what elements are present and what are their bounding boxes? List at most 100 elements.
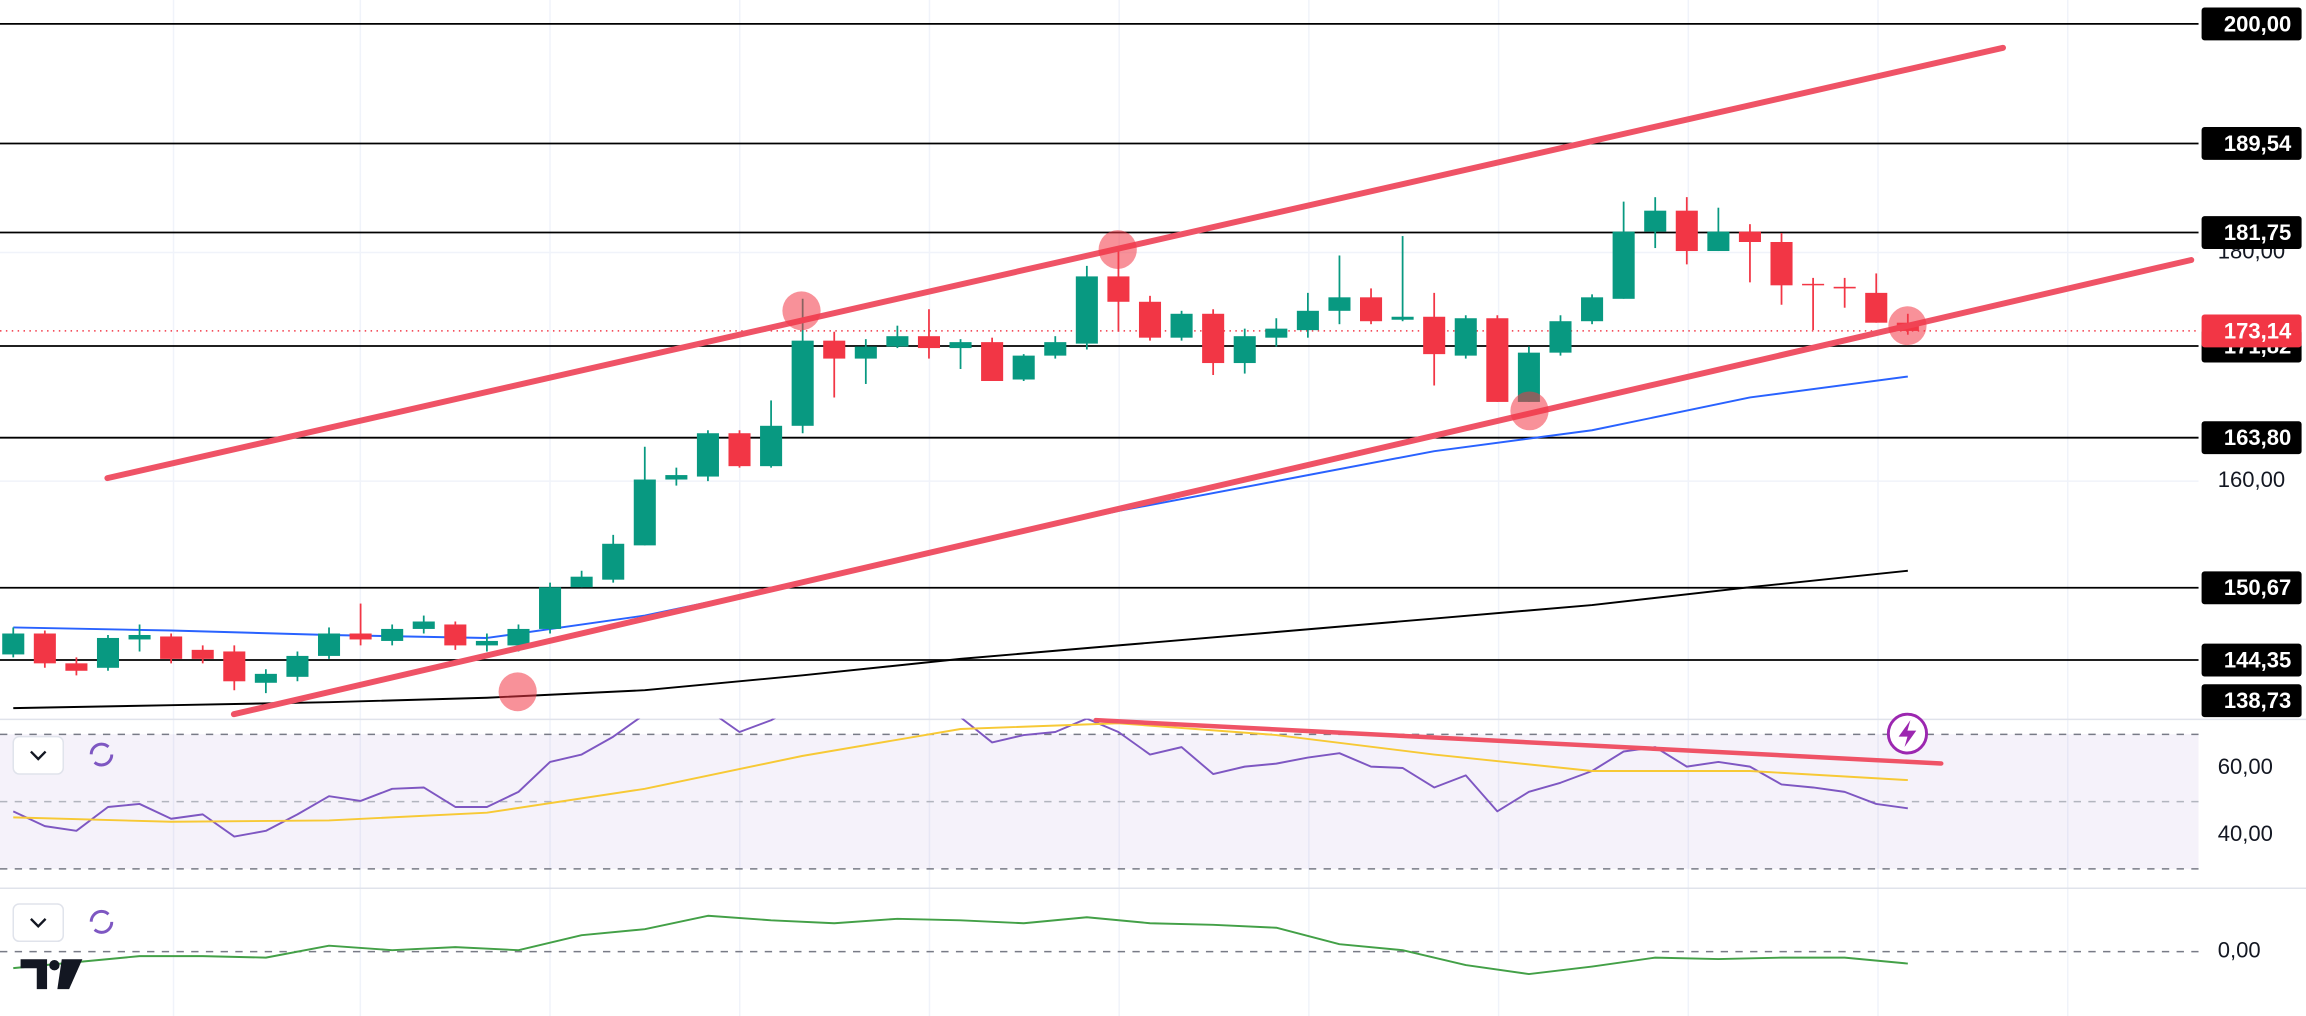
touch-point	[1098, 230, 1137, 269]
candle-body	[33, 633, 56, 664]
candle-body	[412, 621, 435, 629]
line	[13, 722, 1908, 823]
price-label-box	[2201, 684, 2302, 718]
price-label: 181,75	[2224, 220, 2291, 245]
candle-body	[854, 346, 877, 359]
price-label: 144,35	[2224, 647, 2291, 672]
candle-body	[128, 634, 151, 640]
y-tick-label: 160,00	[2218, 467, 2285, 492]
candle-body	[1075, 276, 1098, 344]
candle-body	[507, 628, 530, 646]
candle-body	[886, 336, 909, 347]
candle-body	[1707, 231, 1730, 252]
candle-body	[349, 633, 372, 640]
candle-body	[1454, 318, 1477, 356]
price-label-box	[2201, 314, 2302, 348]
price-label: 150,67	[2224, 575, 2291, 600]
candle-body	[1170, 313, 1193, 338]
candle-body	[381, 628, 404, 641]
price-label-box	[2201, 127, 2302, 160]
channel-upper	[104, 44, 2006, 482]
candle-body	[728, 433, 751, 467]
candle-body	[665, 475, 688, 480]
candle-body	[1549, 321, 1572, 353]
price-label: 189,54	[2224, 131, 2292, 156]
candle-body	[1486, 318, 1509, 402]
price-label-box	[2201, 216, 2302, 249]
candle-body	[760, 425, 783, 467]
collapse-button[interactable]	[12, 735, 64, 775]
vertical-grid	[172, 0, 2069, 1016]
candle-body	[223, 651, 246, 682]
price-axis: 160,00180,00200,00189,54181,75171,82163,…	[2201, 7, 2302, 963]
candle-body	[1865, 292, 1888, 323]
collapse-button[interactable]	[12, 903, 64, 943]
candle-body	[1360, 297, 1383, 322]
refresh-button[interactable]	[89, 909, 114, 934]
candle-body	[160, 636, 183, 659]
candle-body	[791, 340, 814, 426]
touch-point	[782, 291, 821, 331]
candle-body	[475, 640, 498, 646]
line	[13, 914, 1908, 976]
logo[interactable]	[20, 959, 83, 990]
candle-body	[1328, 297, 1351, 311]
candle-body	[823, 340, 846, 359]
candle-body	[1644, 210, 1667, 232]
y-tick-label: 40,00	[2218, 821, 2273, 846]
candle-body	[317, 633, 341, 656]
price-label-box	[2201, 571, 2302, 605]
candle-body	[1233, 336, 1256, 364]
candle-body	[96, 637, 120, 668]
candle-body	[1423, 316, 1446, 355]
candle-body	[1044, 342, 1067, 356]
candle-body	[570, 576, 593, 588]
candle-body	[1833, 286, 1856, 289]
candle-body	[539, 587, 562, 629]
rsi-trendline	[1093, 717, 1944, 766]
price-label: 138,73	[2224, 688, 2291, 713]
lightning-icon[interactable]	[1886, 712, 1929, 755]
candle-body	[1612, 231, 1635, 299]
y-tick-label: 60,00	[2218, 754, 2273, 779]
drawings	[104, 44, 2195, 766]
candle-body	[633, 479, 656, 546]
candle-body	[1738, 231, 1761, 242]
price-label: 173,14	[2224, 318, 2292, 343]
candle-body	[1265, 328, 1288, 338]
refresh-button[interactable]	[89, 742, 114, 767]
candle-body	[65, 663, 88, 671]
candle-body	[2, 633, 25, 655]
oscillator-pane	[0, 914, 2199, 976]
pane-controls	[12, 735, 114, 990]
candle-body	[1202, 313, 1225, 364]
candle-body	[444, 624, 467, 646]
candle-body	[1107, 276, 1130, 302]
candle-body	[1391, 316, 1414, 320]
price-label-box	[2201, 7, 2302, 41]
candle-body	[1138, 301, 1162, 338]
y-tick-label: 0,00	[2218, 937, 2261, 962]
candle-body	[949, 342, 972, 349]
price-label: 200,00	[2224, 11, 2291, 36]
candle-body	[191, 649, 214, 659]
candle-body	[1296, 310, 1319, 331]
touch-point	[1888, 306, 1927, 346]
candle-body	[1517, 352, 1540, 402]
candle-body	[602, 543, 625, 580]
candle-body	[1581, 297, 1604, 322]
line	[13, 569, 1908, 710]
candle-body	[286, 655, 309, 677]
candle-body	[981, 342, 1004, 381]
candle-body	[1802, 283, 1825, 286]
price-label: 163,80	[2224, 425, 2291, 450]
candle-body	[696, 433, 719, 477]
price-label-box	[2201, 421, 2302, 455]
price-label-box	[2201, 643, 2302, 677]
candle-body	[917, 336, 940, 349]
candle-body	[1770, 241, 1793, 286]
touch-point	[1510, 391, 1549, 431]
